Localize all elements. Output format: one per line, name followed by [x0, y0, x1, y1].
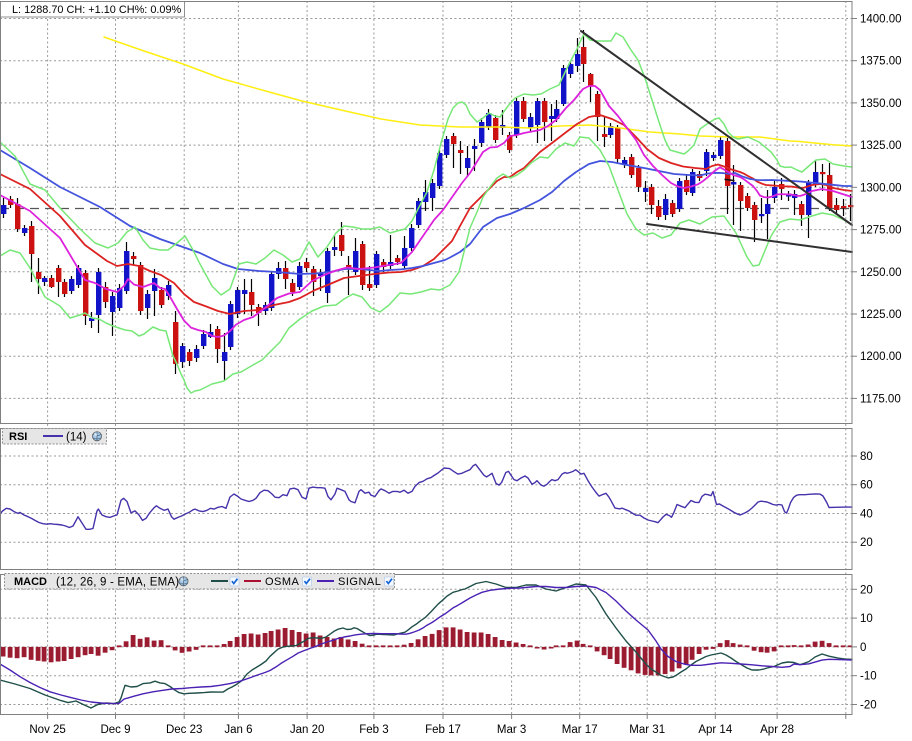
svg-text:1325.00: 1325.00: [860, 140, 902, 152]
svg-text:80: 80: [860, 451, 873, 463]
svg-text:Mar 31: Mar 31: [629, 724, 665, 736]
svg-text:0: 0: [860, 642, 866, 654]
svg-text:60: 60: [860, 480, 873, 492]
svg-text:Mar 17: Mar 17: [562, 724, 598, 736]
svg-text:1400.00: 1400.00: [860, 14, 902, 26]
svg-text:MACD: MACD: [14, 576, 47, 588]
svg-text:40: 40: [860, 509, 873, 521]
svg-text:SIGNAL: SIGNAL: [338, 576, 381, 588]
svg-text:Dec 9: Dec 9: [100, 724, 130, 736]
svg-text:OSMA: OSMA: [265, 576, 300, 588]
svg-text:1300.00: 1300.00: [860, 182, 902, 194]
svg-text:Mar 3: Mar 3: [497, 724, 526, 736]
svg-text:Apr 28: Apr 28: [760, 724, 794, 736]
svg-text:20: 20: [860, 537, 873, 549]
svg-text:L: 1288.70 CH: +1.10 CH%: 0.09: L: 1288.70 CH: +1.10 CH%: 0.09%: [12, 4, 182, 16]
svg-text:Nov 25: Nov 25: [29, 724, 65, 736]
svg-text:1375.00: 1375.00: [860, 56, 902, 68]
svg-text:1250.00: 1250.00: [860, 267, 902, 279]
svg-text:10: 10: [860, 613, 873, 625]
svg-text:Feb 17: Feb 17: [425, 724, 461, 736]
svg-text:Feb 3: Feb 3: [359, 724, 388, 736]
svg-text:Jan 6: Jan 6: [224, 724, 252, 736]
svg-text:1275.00: 1275.00: [860, 225, 902, 237]
svg-text:Apr 14: Apr 14: [698, 724, 732, 736]
svg-text:Dec 23: Dec 23: [166, 724, 202, 736]
svg-text:-10: -10: [860, 671, 877, 683]
svg-text:(12, 26, 9 - EMA, EMA): (12, 26, 9 - EMA, EMA): [56, 576, 179, 588]
svg-text:(14): (14): [66, 431, 87, 443]
svg-text:-20: -20: [860, 700, 877, 712]
svg-text:Jan 20: Jan 20: [290, 724, 325, 736]
svg-text:20: 20: [860, 584, 873, 596]
svg-text:1225.00: 1225.00: [860, 309, 902, 321]
svg-text:1200.00: 1200.00: [860, 351, 902, 363]
svg-text:1350.00: 1350.00: [860, 98, 902, 110]
svg-text:1175.00: 1175.00: [860, 393, 901, 405]
svg-text:RSI: RSI: [9, 431, 27, 443]
